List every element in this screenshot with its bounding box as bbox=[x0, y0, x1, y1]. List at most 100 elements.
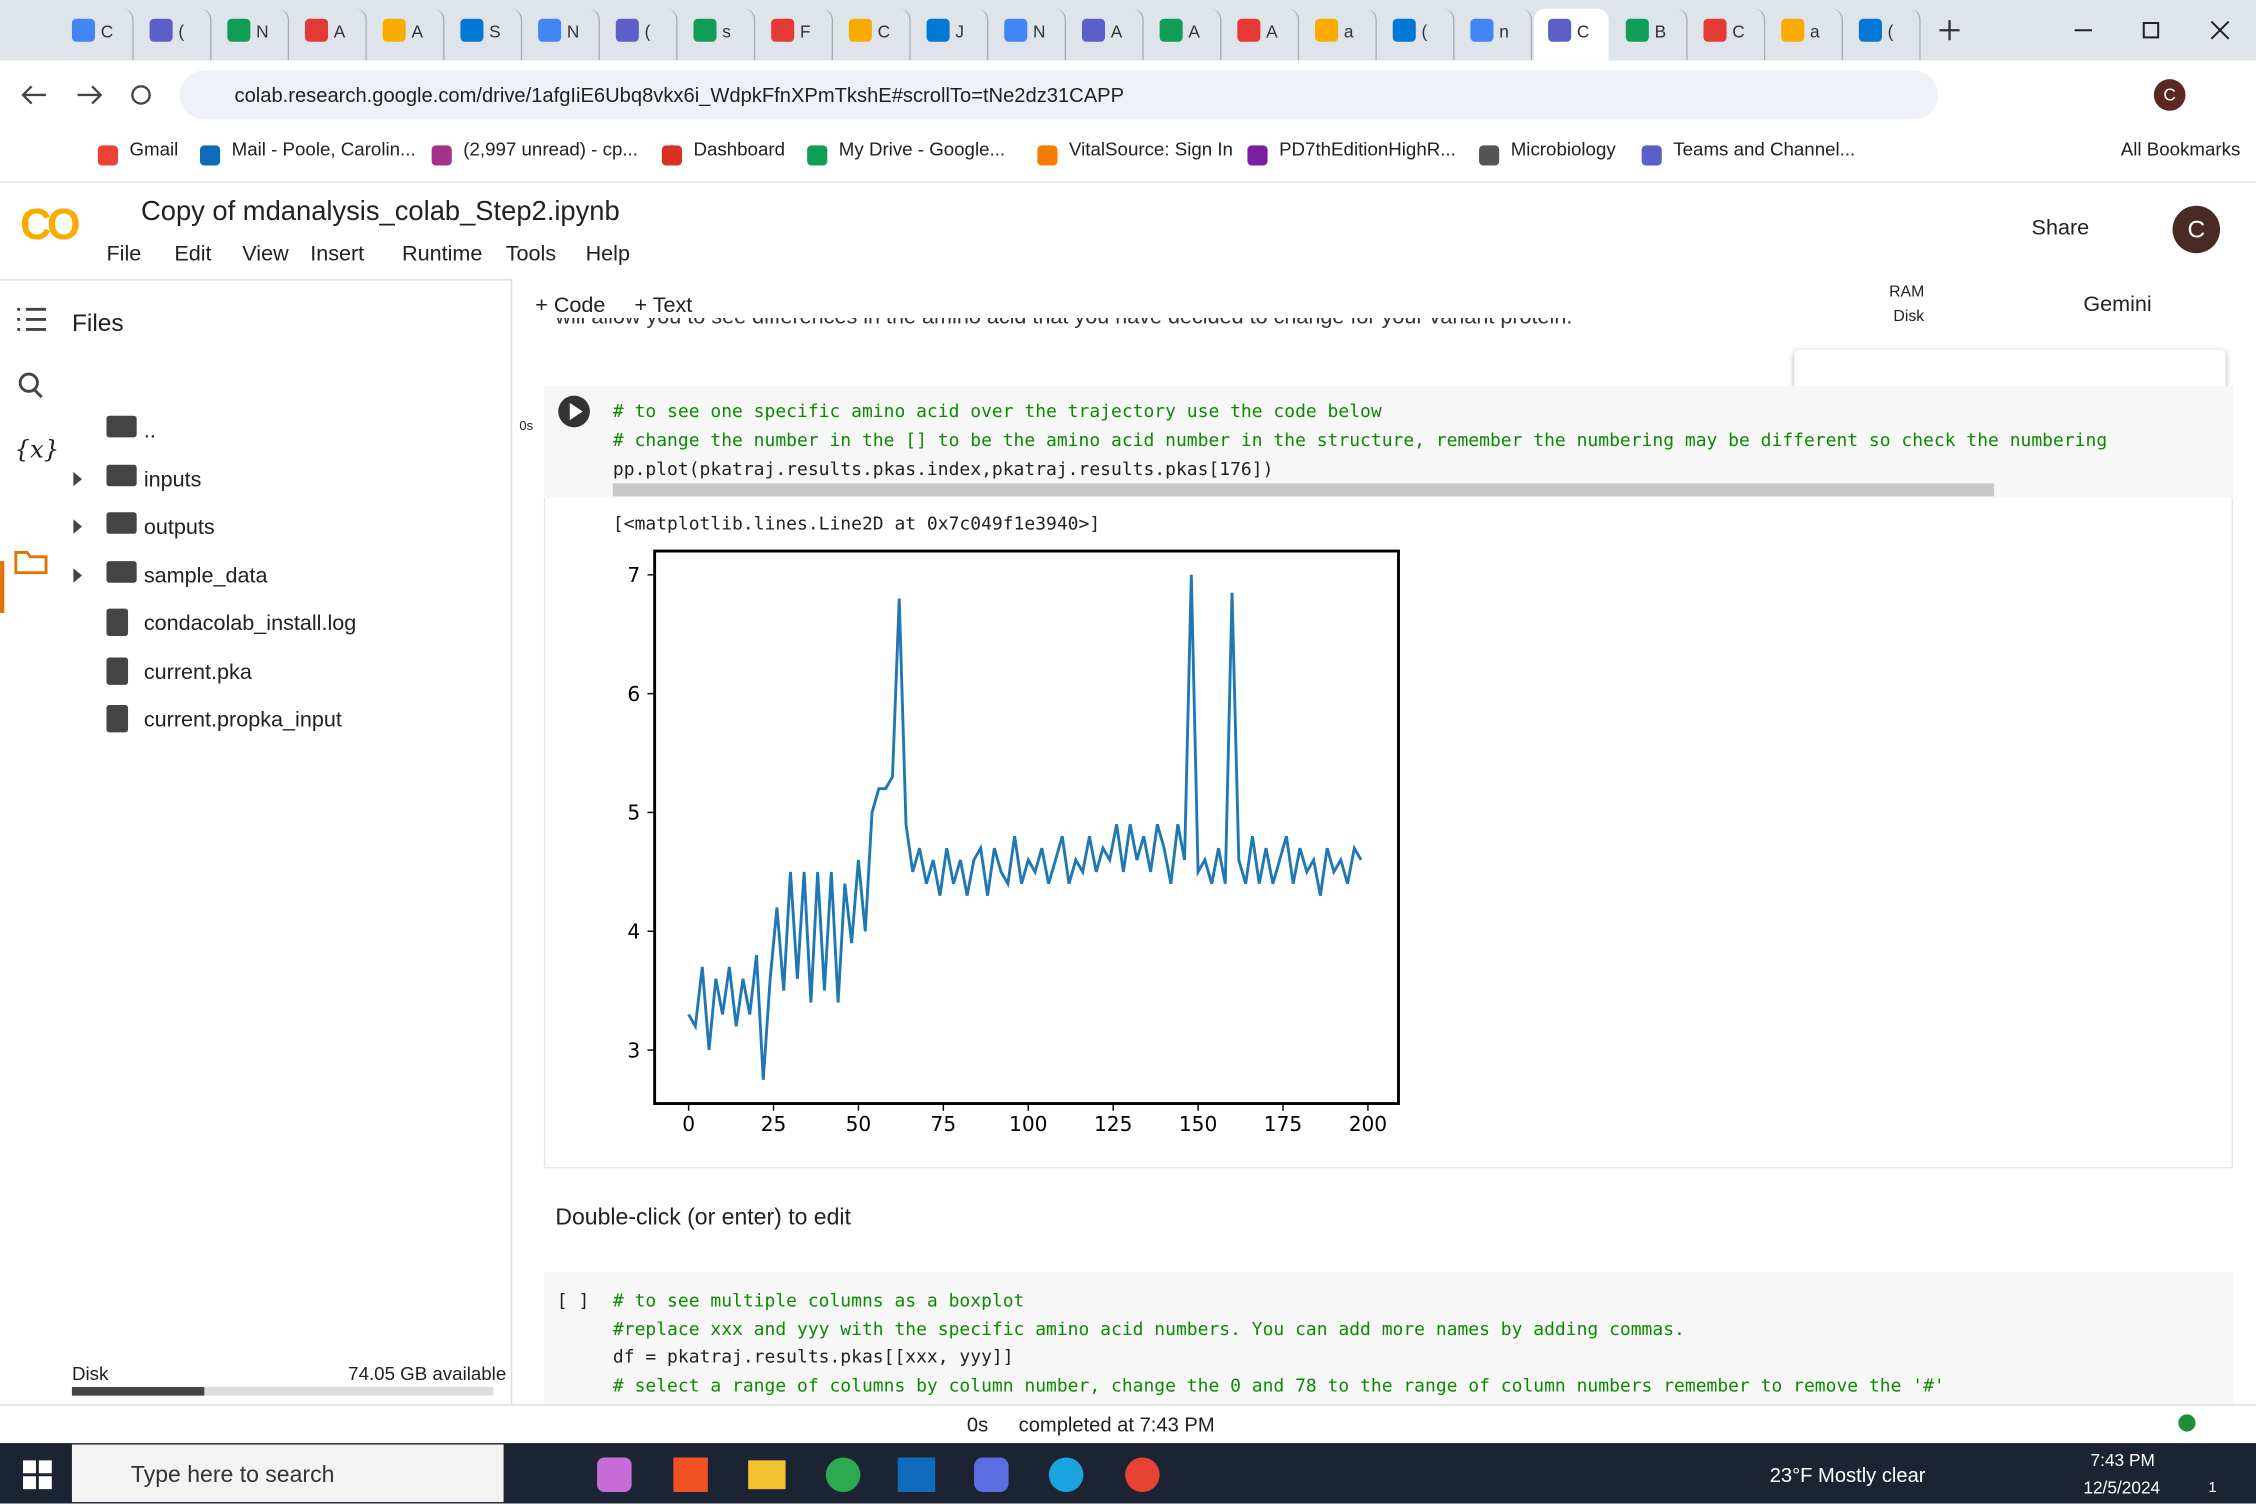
tab-label[interactable]: A bbox=[1110, 21, 1123, 42]
notification-count[interactable]: 1 bbox=[2208, 1480, 2217, 1497]
sidebar-icons[interactable] bbox=[12, 302, 55, 590]
tab-label[interactable]: C bbox=[1732, 21, 1745, 42]
tab[interactable] bbox=[1845, 8, 1921, 61]
colab-logo[interactable]: CO bbox=[20, 201, 80, 249]
tab[interactable] bbox=[135, 8, 212, 61]
tab[interactable] bbox=[1068, 8, 1144, 61]
add-code[interactable]: + Code bbox=[535, 293, 606, 318]
run-button[interactable] bbox=[557, 394, 592, 429]
file-name[interactable]: sample_data bbox=[143, 563, 268, 588]
bookmark[interactable]: Microbiology bbox=[1510, 138, 1616, 160]
clock-time[interactable]: 7:43 PM bbox=[2090, 1450, 2155, 1471]
tab[interactable] bbox=[291, 8, 367, 61]
tab-label[interactable]: ( bbox=[178, 21, 185, 42]
search-placeholder[interactable]: Type here to search bbox=[130, 1463, 335, 1488]
tab-label[interactable]: A bbox=[333, 21, 346, 42]
bookmark[interactable]: Gmail bbox=[129, 138, 179, 160]
notebook-title[interactable]: Copy of mdanalysis_colab_Step2.ipynb bbox=[141, 197, 620, 228]
tab[interactable] bbox=[1223, 8, 1300, 61]
tab-label[interactable]: ( bbox=[1887, 21, 1894, 42]
bookmark[interactable]: VitalSource: Sign In bbox=[1069, 138, 1233, 160]
new-tab[interactable] bbox=[1935, 16, 1964, 45]
expand-arrow[interactable] bbox=[73, 471, 83, 486]
tab-label[interactable]: S bbox=[489, 21, 501, 42]
tab[interactable] bbox=[58, 8, 134, 61]
tab[interactable] bbox=[1611, 8, 1688, 61]
tab[interactable] bbox=[1145, 8, 1222, 61]
tab[interactable] bbox=[1301, 8, 1377, 61]
menu-item[interactable]: Edit bbox=[174, 241, 212, 267]
tab-label[interactable]: C bbox=[1576, 21, 1590, 42]
tab[interactable] bbox=[912, 8, 989, 61]
menu-item[interactable]: Help bbox=[585, 241, 630, 267]
tab[interactable] bbox=[834, 8, 911, 61]
tab-label[interactable]: N bbox=[256, 21, 269, 42]
tab-label[interactable]: a bbox=[1343, 21, 1354, 42]
start-button[interactable] bbox=[22, 1459, 54, 1491]
file-name[interactable]: inputs bbox=[143, 466, 202, 492]
window-controls[interactable] bbox=[2066, 14, 2239, 46]
bookmark[interactable]: My Drive - Google... bbox=[838, 138, 1006, 160]
file-name[interactable]: current.propka_input bbox=[143, 707, 342, 733]
file-name[interactable]: current.pka bbox=[143, 659, 252, 685]
tab[interactable] bbox=[1533, 8, 1609, 61]
bookmark[interactable]: PD7thEditionHighR... bbox=[1279, 138, 1456, 160]
scrollbar[interactable] bbox=[612, 483, 1995, 497]
tab[interactable] bbox=[368, 8, 445, 61]
tab[interactable] bbox=[524, 8, 600, 61]
expand-arrow[interactable] bbox=[73, 519, 83, 534]
tab-label[interactable]: N bbox=[1033, 21, 1046, 42]
profile[interactable]: C bbox=[2153, 79, 2186, 111]
gemini-button[interactable]: Gemini bbox=[2083, 292, 2152, 317]
menu-item[interactable]: Insert bbox=[310, 241, 365, 267]
variables-icon[interactable]: {x} bbox=[14, 435, 60, 465]
code-cell-1[interactable] bbox=[543, 385, 2233, 498]
menu-item[interactable]: View bbox=[242, 241, 289, 267]
tab[interactable] bbox=[990, 8, 1067, 61]
bookmark[interactable]: Teams and Channel... bbox=[1673, 138, 1856, 160]
tab-label[interactable]: A bbox=[411, 21, 424, 42]
tab[interactable] bbox=[1456, 8, 1533, 61]
tab-label[interactable]: A bbox=[1188, 21, 1200, 42]
tab[interactable] bbox=[679, 8, 756, 61]
tab-label[interactable]: s bbox=[722, 21, 731, 42]
tab[interactable] bbox=[446, 8, 523, 61]
menu-item[interactable]: Runtime bbox=[401, 241, 483, 267]
tab-label[interactable]: F bbox=[799, 21, 811, 42]
tab-label[interactable]: a bbox=[1809, 21, 1820, 42]
tab-label[interactable]: ( bbox=[1421, 21, 1428, 42]
search-box[interactable] bbox=[71, 1444, 504, 1503]
menu-item[interactable]: File bbox=[106, 241, 142, 267]
tab-label[interactable]: A bbox=[1266, 21, 1278, 42]
text-cell[interactable]: Double-click (or enter) to edit bbox=[555, 1205, 851, 1231]
nav-buttons[interactable] bbox=[14, 79, 158, 111]
bookmark[interactable]: (2,997 unread) - cp... bbox=[463, 138, 638, 160]
account-avatar[interactable]: C bbox=[2172, 205, 2221, 254]
tab-label[interactable]: n bbox=[1499, 21, 1509, 42]
code-cell-2[interactable] bbox=[543, 1271, 2233, 1405]
bookmark[interactable]: Dashboard bbox=[693, 138, 786, 160]
omnibox[interactable] bbox=[179, 70, 1939, 120]
tab[interactable] bbox=[757, 8, 834, 61]
all-bookmarks[interactable]: All Bookmarks bbox=[2120, 138, 2241, 160]
share-button[interactable]: Share bbox=[2031, 215, 2090, 241]
tab-label[interactable]: J bbox=[955, 21, 964, 42]
menu-item[interactable]: Tools bbox=[505, 241, 557, 267]
tab[interactable] bbox=[213, 8, 290, 61]
tab[interactable] bbox=[601, 8, 678, 61]
tab-label[interactable]: N bbox=[566, 21, 580, 42]
tab-label[interactable]: C bbox=[100, 21, 114, 42]
url[interactable]: colab.research.google.com/drive/1afgIiE6… bbox=[234, 83, 1125, 107]
clock-date[interactable]: 12/5/2024 bbox=[2083, 1477, 2161, 1498]
weather[interactable]: 23°F Mostly clear bbox=[1769, 1463, 1926, 1487]
tab[interactable] bbox=[1378, 8, 1455, 61]
tab-label[interactable]: B bbox=[1654, 21, 1667, 42]
tab[interactable] bbox=[1689, 8, 1766, 61]
file-name[interactable]: .. bbox=[143, 418, 156, 444]
expand-arrow[interactable] bbox=[73, 567, 83, 582]
add-text[interactable]: + Text bbox=[634, 293, 693, 318]
tab-label[interactable]: ( bbox=[644, 21, 651, 42]
tab[interactable] bbox=[1767, 8, 1844, 61]
file-name[interactable]: outputs bbox=[143, 515, 215, 540]
tab-label[interactable]: C bbox=[877, 21, 891, 42]
